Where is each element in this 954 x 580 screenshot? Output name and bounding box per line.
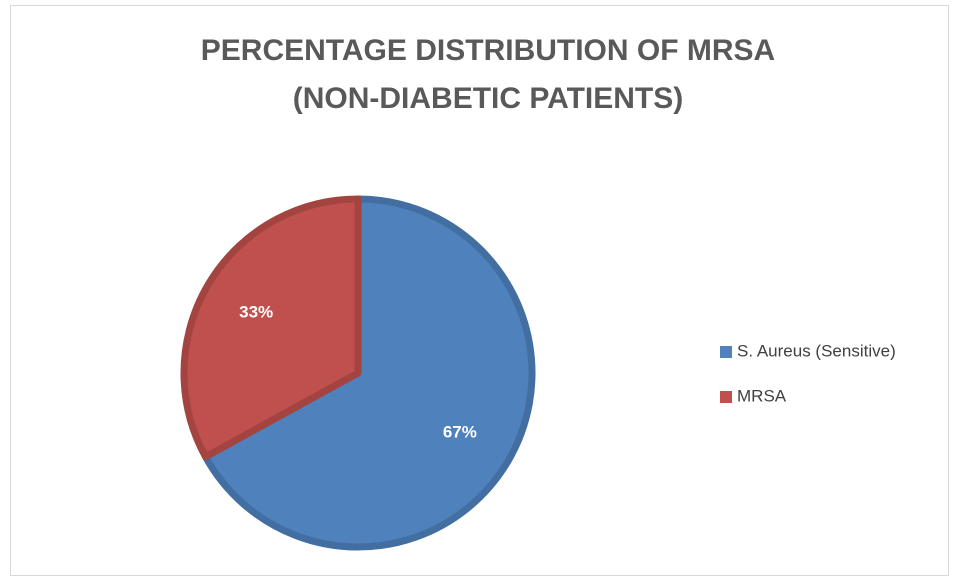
legend-label: MRSA — [737, 386, 787, 405]
chart-title: (NON-DIABETIC PATIENTS) — [293, 82, 684, 115]
pie-slice — [180, 195, 362, 461]
legend-swatch — [720, 346, 732, 358]
legend-swatch — [720, 391, 732, 403]
pie-slice — [202, 195, 536, 551]
data-label: 33% — [239, 302, 273, 321]
chart-title: PERCENTAGE DISTRIBUTION OF MRSA — [201, 34, 775, 67]
data-label: 67% — [443, 423, 477, 442]
legend-label: S. Aureus (Sensitive) — [737, 341, 896, 360]
